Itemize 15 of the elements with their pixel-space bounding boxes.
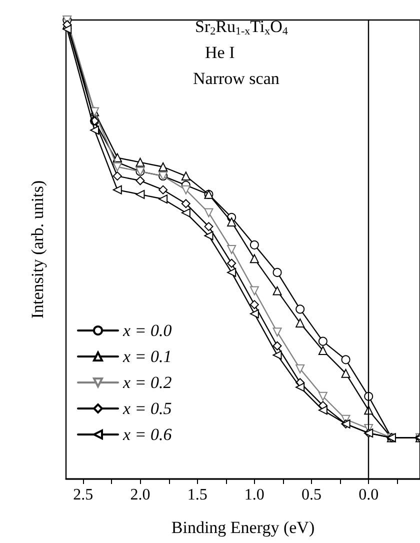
annotation: Narrow scan [193,69,280,88]
x-axis-title: Binding Energy (eV) [171,518,315,537]
x-tick-label: 0.0 [358,486,379,504]
annotation: He I [205,43,236,62]
y-axis-title: Intensity (arb. units) [28,180,47,319]
legend-label: x = 0.1 [122,347,172,366]
legend-label: x = 0.6 [122,425,172,444]
legend-label: x = 0.2 [122,373,172,392]
x-tick-label: 0.5 [302,486,322,504]
x-tick-label: 2.0 [130,486,150,504]
legend-label: x = 0.0 [122,321,172,340]
legend-label: x = 0.5 [122,399,172,418]
x-tick-label: 1.0 [244,486,264,504]
x-tick-label: 1.5 [187,486,208,504]
x-tick-label: 2.5 [73,486,94,504]
